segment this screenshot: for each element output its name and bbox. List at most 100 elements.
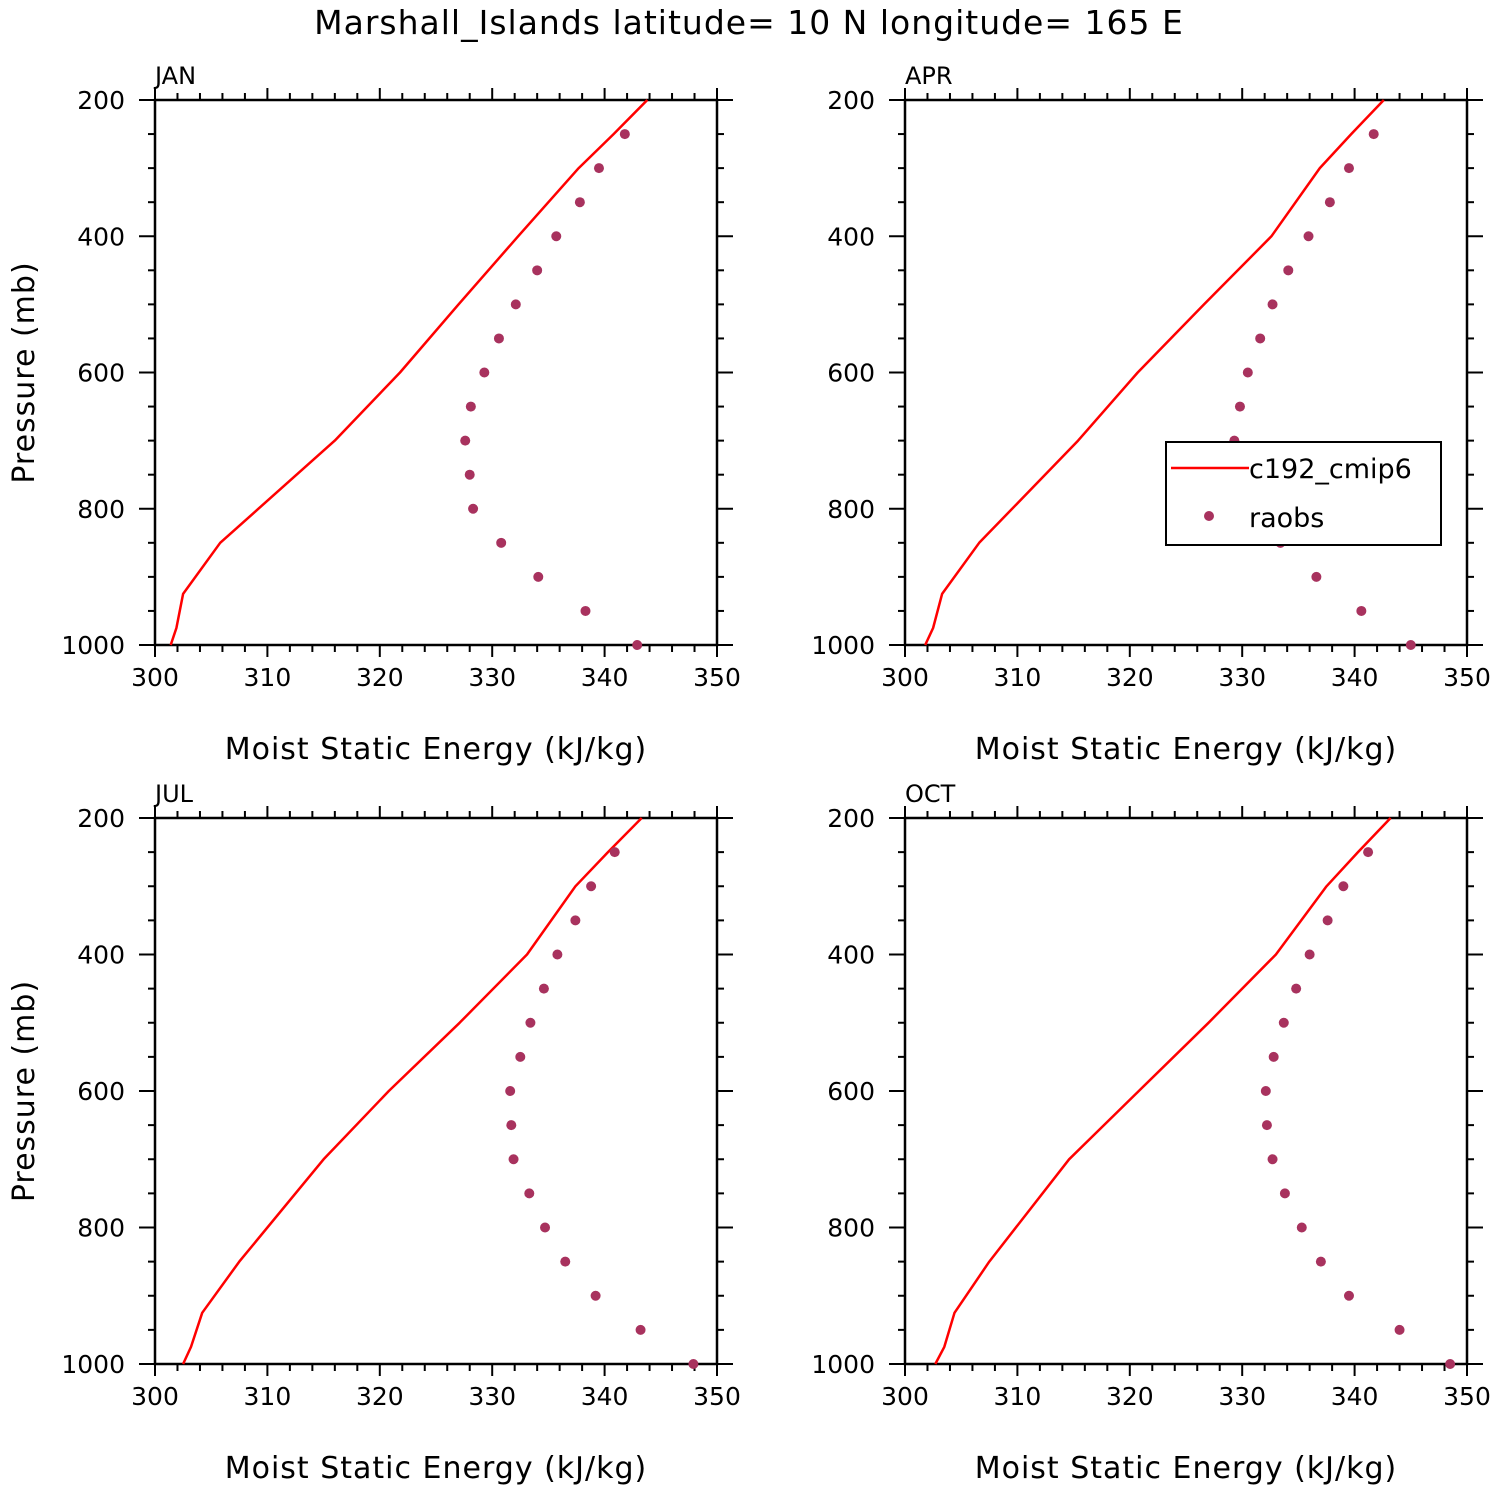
panel-jan-obs-point [464,469,475,480]
panel-apr-xtick-label: 330 [1218,663,1266,692]
legend-obs-swatch [1204,511,1214,521]
panel-jul-ytick-label: 800 [77,1214,125,1243]
panel-apr-obs-point [1255,333,1266,344]
panel-jul-xtick-label: 330 [468,1382,516,1411]
panel-apr-ytick-label: 1000 [811,631,875,660]
panel-jan-frame [153,98,719,647]
panel-jul-obs-point [508,1154,519,1165]
panel-oct-model-line [934,817,1392,1365]
panel-jan-obs-point [496,537,507,548]
panel-jul-xtick-label: 340 [581,1382,629,1411]
panel-apr-obs-point [1311,571,1322,582]
panel-oct-frame [903,816,1469,1366]
panel-jan-obs-point [551,231,562,242]
panel-oct-obs-point [1279,1188,1290,1199]
panel-apr-ytick-label: 200 [827,86,875,115]
panel-apr-xtick-label: 340 [1331,663,1379,692]
panel-jul-obs-point [515,1051,526,1062]
panel-oct-ytick-label: 1000 [811,1350,875,1379]
panel-jul-obs-point [635,1324,646,1335]
panel-apr-obs-point [1343,163,1354,174]
panel-jan-obs-point [619,129,630,140]
panel-oct-obs-point [1296,1222,1307,1233]
panel-apr-xtick-label: 300 [881,663,929,692]
panel-apr-obs-point [1405,640,1416,650]
panel-oct-obs-point [1267,1154,1278,1165]
panel-jul-ytick-label: 1000 [61,1350,125,1379]
panel-oct-obs-point [1338,881,1349,892]
panel-jul-obs-point [525,1017,536,1028]
panel-jan-obs-point [533,571,544,582]
panel-apr-xtick-label: 350 [1443,663,1491,692]
panels: JAN 300 310 320 330 340 350 200 400 600 800 1000 Moi… [7,62,1491,1486]
panel-apr-obs-point [1267,299,1278,310]
panel-oct-obs-point [1394,1324,1405,1335]
panel-jul-ytick-label: 600 [77,1077,125,1106]
panel-oct-label: OCT [905,780,956,808]
panel-jul-xlabel: Moist Static Energy (kJ/kg) [225,1451,648,1486]
panel-oct-obs-point [1291,983,1302,994]
panel-jan-ytick-label: 200 [77,86,125,115]
panel-jul-obs-point [560,1256,571,1267]
panel-oct-obs-point [1322,915,1333,926]
panel-jan-ylabel: Pressure (mb) [7,261,42,483]
panel-apr-xlabel: Moist Static Energy (kJ/kg) [975,732,1398,767]
panel-apr-xtick-label: 310 [994,663,1042,692]
legend-model-label: c192_cmip6 [1249,454,1412,485]
panel-jan-obs-point [532,265,543,276]
panel-jan-obs-point [468,503,479,514]
panel-jul-obs-point [524,1188,535,1199]
panel-apr-ytick-label: 600 [827,359,875,388]
panel-jul-obs-point [538,983,549,994]
panel-jul-xtick-label: 310 [244,1382,292,1411]
legend-box [1165,441,1442,546]
panel-jul-obs-point [570,915,581,926]
panel-jan-xtick-label: 350 [693,663,741,692]
panel-jan-xtick-label: 320 [356,663,404,692]
panel-jul-obs-point [688,1359,699,1369]
panel-jul-frame [153,816,719,1366]
panel-oct-obs-point [1315,1256,1326,1267]
panel-oct-obs-point [1268,1051,1279,1062]
panel-jul-ytick-label: 200 [77,804,125,833]
panel-apr: APR 300 310 320 330 340 350 200 400 600 800 1000 Moi… [811,62,1490,767]
figure-title: Marshall_Islands latitude= 10 N longitud… [314,3,1184,42]
panel-apr-obs-point [1242,367,1253,378]
panel-jan-xtick-label: 300 [131,663,179,692]
panel-oct-obs-point [1445,1359,1456,1369]
panel-jul-obs-point [609,847,620,858]
panel-oct: OCT 300 310 320 330 340 350 200 400 600 800 1000 Moi… [811,780,1490,1486]
panel-jan-model-line [169,99,649,646]
panel-jul: JUL 300 310 320 330 340 350 200 400 600 800 1000 Moi… [7,780,741,1486]
panel-oct-xtick-label: 310 [994,1382,1042,1411]
panel-apr-obs-point [1234,401,1245,412]
panel-jul-model-line [181,817,643,1365]
panel-jan-obs-point [460,435,471,446]
panel-jan-obs-point [465,401,476,412]
panel-oct-obs-point [1278,1017,1289,1028]
panel-jul-obs-point [540,1222,551,1233]
panel-jul-obs-point [590,1290,601,1301]
panel-jan-obs-point [580,605,591,616]
panel-jan-xlabel: Moist Static Energy (kJ/kg) [225,732,648,767]
panel-jan-ytick-label: 1000 [61,631,125,660]
panel-oct-xlabel: Moist Static Energy (kJ/kg) [975,1451,1398,1486]
panel-oct-obs-point [1260,1086,1271,1096]
panel-jan-obs-point [593,163,604,174]
panel-oct-xtick-label: 340 [1331,1382,1379,1411]
panel-jul-ylabel: Pressure (mb) [7,980,42,1202]
panel-apr-label: APR [905,62,953,90]
panel-jan-obs-point [632,640,643,650]
panel-jan-ytick-label: 600 [77,359,125,388]
panel-oct-obs-point [1261,1120,1272,1131]
panel-jul-ytick-label: 400 [77,941,125,970]
panel-oct-ytick-label: 400 [827,941,875,970]
panel-oct-obs-point [1304,949,1315,960]
panel-oct-ytick-label: 800 [827,1214,875,1243]
panel-jul-obs-point [505,1086,516,1096]
panel-jan-obs-point [479,367,490,378]
panel-apr-ytick-label: 800 [827,495,875,524]
panel-jan: JAN 300 310 320 330 340 350 200 400 600 800 1000 Moi… [7,62,741,767]
